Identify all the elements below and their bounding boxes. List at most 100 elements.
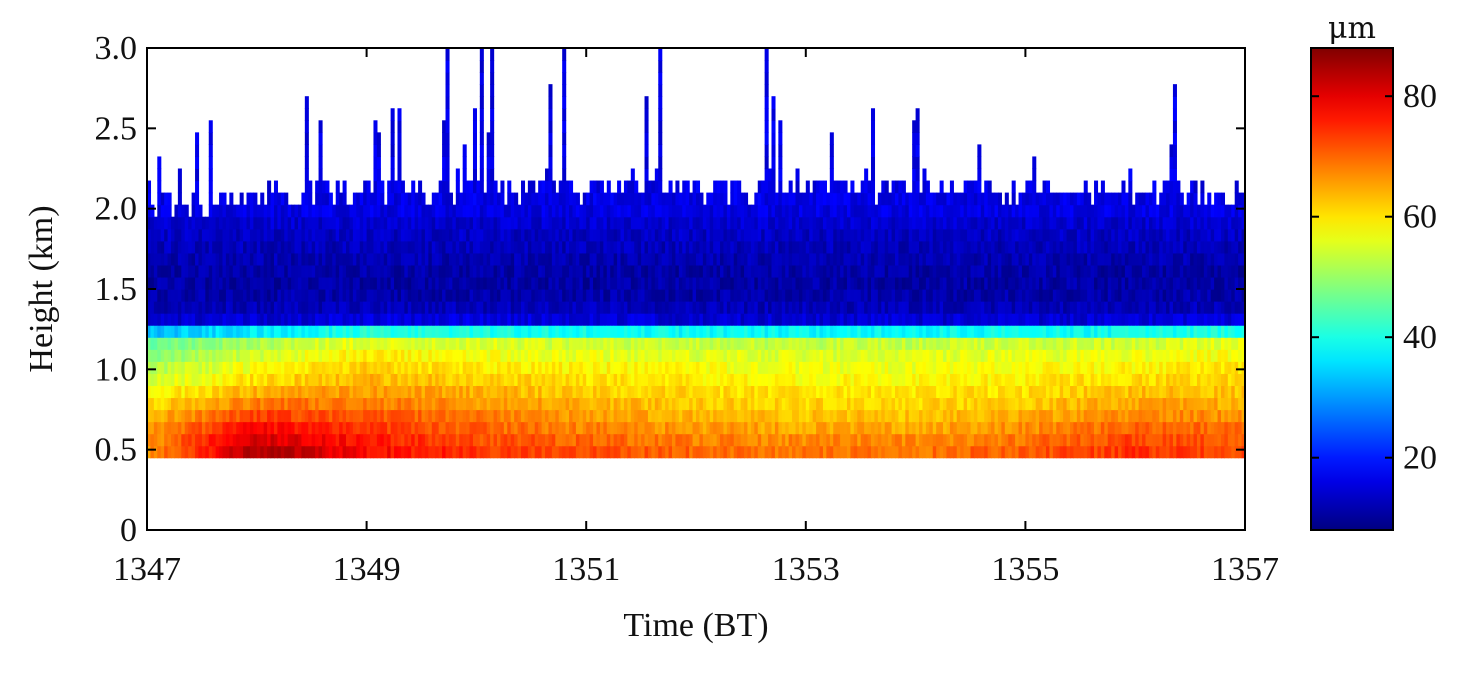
heatmap-cell [212, 313, 217, 326]
heatmap-cell [802, 276, 807, 290]
heatmap-cell [479, 240, 484, 254]
heatmap-cell [589, 180, 594, 194]
heatmap-cell [682, 216, 687, 230]
heatmap-cell [545, 361, 550, 374]
heatmap-cell [651, 433, 656, 447]
heatmap-cell [414, 385, 419, 399]
heatmap-cell [822, 276, 827, 290]
heatmap-cell [407, 397, 412, 411]
heatmap-cell [840, 264, 845, 278]
heatmap-cell [380, 409, 385, 423]
heatmap-cell [188, 337, 193, 350]
heatmap-cell [157, 192, 162, 206]
heatmap-cell [373, 132, 378, 145]
heatmap-cell [346, 433, 351, 447]
heatmap-cell [819, 240, 824, 254]
heatmap-cell [531, 361, 536, 374]
heatmap-cell [335, 409, 340, 423]
heatmap-cell [462, 397, 467, 411]
heatmap-cell [764, 84, 769, 97]
heatmap-cell [157, 264, 162, 278]
heatmap-cell [208, 325, 213, 338]
heatmap-cell [352, 240, 357, 254]
heatmap-cell [881, 204, 886, 218]
heatmap-cell [740, 301, 745, 314]
heatmap-cell [870, 168, 876, 182]
heatmap-cell [781, 313, 786, 326]
heatmap-cell [685, 301, 690, 314]
heatmap-cell [805, 373, 810, 386]
heatmap-cell [404, 397, 409, 411]
heatmap-cell [201, 409, 206, 423]
heatmap-cell [246, 385, 251, 399]
heatmap-cell [466, 349, 471, 362]
heatmap-cell [737, 433, 742, 447]
heatmap-cell [620, 325, 625, 338]
heatmap-cell [733, 409, 738, 423]
heatmap-cell [850, 264, 855, 278]
heatmap-cell [219, 313, 224, 326]
heatmap-cell [706, 421, 711, 435]
heatmap-cell [201, 228, 206, 242]
heatmap-cell [833, 240, 838, 254]
heatmap-cell [637, 192, 642, 206]
heatmap-cell [469, 204, 474, 218]
heatmap-cell [617, 397, 622, 411]
heatmap-cell [702, 325, 707, 338]
heatmap-cell [493, 373, 498, 386]
heatmap-cell [843, 349, 848, 362]
heatmap-cell [774, 361, 779, 374]
heatmap-cell [589, 276, 594, 290]
heatmap-cell [764, 337, 769, 350]
heatmap-cell [545, 240, 550, 254]
heatmap-cell [280, 301, 285, 314]
heatmap-cell [696, 325, 701, 338]
heatmap-cell [232, 289, 237, 302]
heatmap-cell [764, 264, 769, 278]
heatmap-cell [167, 204, 172, 218]
heatmap-cell [435, 349, 440, 362]
heatmap-cell [171, 445, 176, 459]
heatmap-cell [301, 361, 306, 374]
heatmap-cell [531, 373, 536, 386]
heatmap-cell [850, 337, 855, 350]
heatmap-cell [424, 313, 429, 326]
heatmap-cell [740, 216, 745, 230]
heatmap-cell [332, 204, 337, 218]
heatmap-cell [400, 433, 405, 447]
heatmap-cell [641, 289, 646, 302]
heatmap-cell [737, 301, 742, 314]
heatmap-cell [720, 204, 725, 218]
heatmap-cell [318, 289, 323, 302]
heatmap-cell [864, 252, 869, 266]
heatmap-cell [346, 373, 351, 386]
heatmap-cell [881, 240, 886, 254]
heatmap-cell [733, 337, 738, 350]
heatmap-cell [870, 301, 876, 314]
heatmap-cell [232, 313, 237, 326]
heatmap-cell [383, 228, 388, 242]
heatmap-cell [195, 156, 200, 170]
heatmap-cell [260, 216, 265, 230]
heatmap-cell [819, 349, 824, 362]
heatmap-cell [658, 337, 663, 350]
heatmap-cell [627, 421, 632, 435]
heatmap-cell [795, 168, 800, 182]
heatmap-cell [445, 216, 450, 230]
heatmap-cell [785, 313, 790, 326]
heatmap-cell [671, 385, 677, 399]
heatmap-cell [352, 276, 357, 290]
heatmap-cell [706, 313, 711, 326]
heatmap-cell [829, 433, 834, 447]
heatmap-cell [706, 385, 711, 399]
heatmap-cell [764, 289, 769, 302]
heatmap-cell [726, 276, 731, 290]
heatmap-cell [486, 349, 491, 362]
heatmap-cell [627, 289, 632, 302]
heatmap-cell [870, 397, 876, 411]
heatmap-cell [579, 445, 584, 459]
heatmap-cell [177, 216, 182, 230]
heatmap-cell [442, 349, 447, 362]
heatmap-cell [479, 216, 484, 230]
heatmap-cell [534, 325, 539, 338]
